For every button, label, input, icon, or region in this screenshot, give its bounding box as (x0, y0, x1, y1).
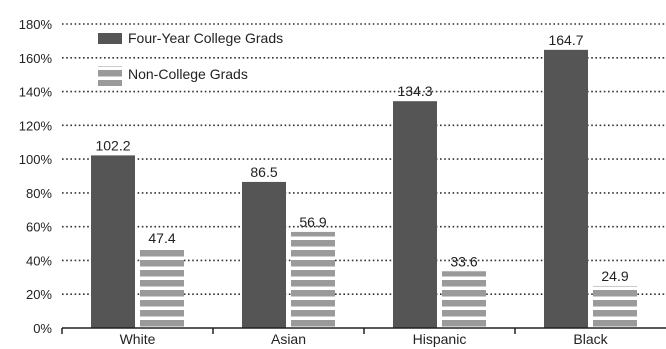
bar-four-year-hispanic (393, 101, 437, 328)
data-label: 33.6 (450, 253, 477, 269)
x-category-label: Hispanic (413, 331, 467, 347)
bars (91, 49, 637, 329)
y-tick-label: 100% (19, 152, 53, 167)
x-category-label: Black (573, 331, 608, 347)
legend-swatch-non-college (98, 66, 122, 86)
y-tick-label: 0% (33, 321, 52, 336)
y-tick-label: 180% (19, 17, 53, 32)
legend: Four-Year College Grads Non-College Grad… (98, 30, 283, 86)
data-label: 47.4 (148, 230, 175, 246)
bar-four-year-asian (242, 181, 286, 328)
legend-label-four-year: Four-Year College Grads (128, 30, 283, 46)
y-tick-label: 40% (26, 253, 52, 268)
bar-four-year-black (544, 49, 588, 329)
x-category-label: Asian (271, 331, 306, 347)
legend-label-non-college: Non-College Grads (128, 66, 248, 82)
y-tick-label: 20% (26, 287, 52, 302)
y-tick-label: 60% (26, 220, 52, 235)
y-tick-label: 120% (19, 118, 53, 133)
y-tick-label: 140% (19, 85, 53, 100)
y-tick-label: 80% (26, 186, 52, 201)
bar-non-college-asian (291, 231, 335, 328)
bar-non-college-white (140, 247, 184, 328)
data-label: 86.5 (250, 164, 277, 180)
y-tick-label: 160% (19, 51, 53, 66)
data-label: 102.2 (95, 137, 130, 153)
x-axis-categories: White Asian Hispanic Black (120, 331, 609, 347)
bar-four-year-white (91, 155, 135, 328)
data-labels: 102.2 47.4 86.5 56.9 134.3 33.6 164.7 24.9 (95, 32, 628, 284)
bar-non-college-hispanic (442, 271, 486, 328)
bar-non-college-black (593, 285, 637, 328)
data-label: 134.3 (397, 83, 432, 99)
x-axis (61, 327, 666, 334)
data-label: 164.7 (548, 32, 583, 48)
y-axis-ticks: 0% 20% 40% 60% 80% 100% 120% 140% 160% 180% (19, 17, 53, 336)
data-label: 24.9 (601, 268, 628, 284)
data-label: 56.9 (299, 214, 326, 230)
legend-swatch-four-year (98, 33, 122, 44)
x-category-label: White (120, 331, 156, 347)
